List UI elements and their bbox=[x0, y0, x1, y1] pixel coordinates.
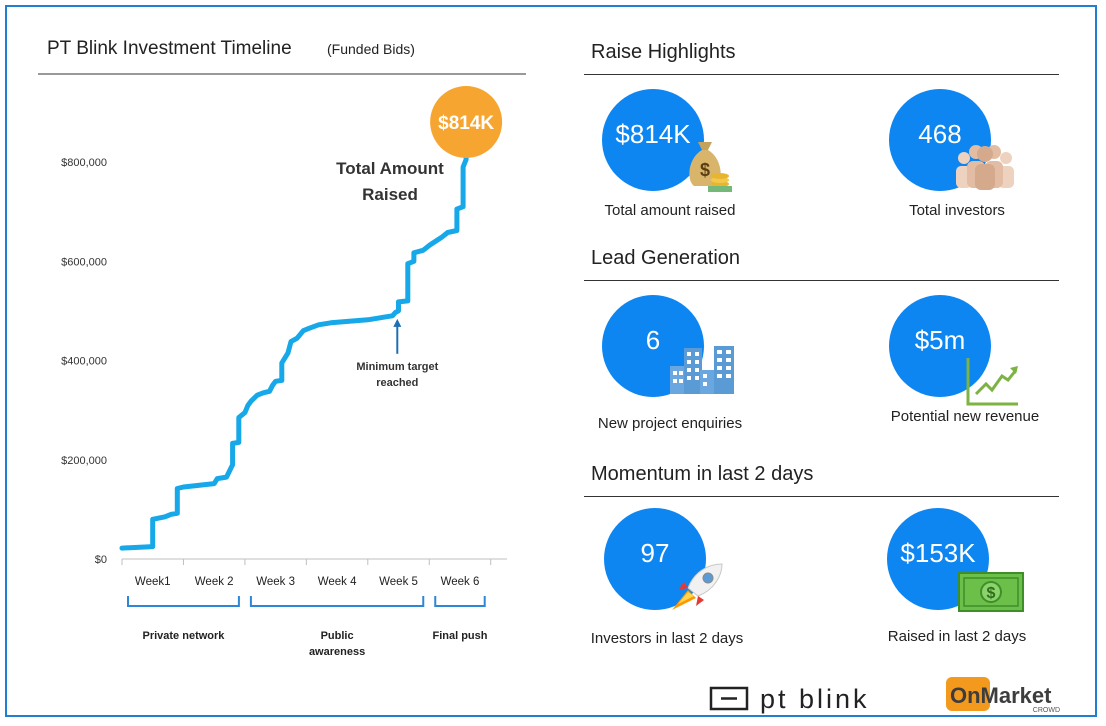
kpi-investors-2d-value: 97 bbox=[640, 538, 670, 568]
ptblink-logo-text: pt blink bbox=[760, 684, 870, 714]
people-group-icon bbox=[956, 145, 1014, 190]
dashboard-frame bbox=[5, 5, 1097, 717]
phase-bracket bbox=[434, 596, 486, 607]
kpi-total-raised-circle: $814K bbox=[602, 89, 704, 191]
kpi-total-investors-value: 468 bbox=[918, 119, 962, 149]
series-line bbox=[119, 152, 469, 551]
onmarket-logo-text: OnMarket bbox=[950, 683, 1052, 708]
annotation-arrow-head bbox=[393, 318, 402, 327]
chart-annotations: Total Amount Raised Minimum target reached bbox=[336, 159, 444, 389]
x-tick-label: Week1 bbox=[135, 576, 171, 588]
investment-timeline-chart: PT Blink Investment Timeline (Funded Bid… bbox=[38, 38, 526, 658]
series-total-raised: $814K bbox=[119, 86, 503, 551]
section-title-raise-highlights: Raise Highlights bbox=[591, 41, 736, 63]
x-tick-label: Week 5 bbox=[379, 576, 418, 588]
phase-bracket bbox=[127, 596, 240, 607]
growth-chart-icon bbox=[966, 358, 1018, 406]
kpi-enquiries-value: 6 bbox=[645, 325, 661, 355]
kpi-total-raised-label: Total amount raised bbox=[604, 202, 736, 219]
kpi-raised-2d-value: $153K bbox=[900, 538, 976, 568]
dollar-bill-icon: $ bbox=[958, 572, 1024, 612]
kpi-revenue-label: Potential new revenue bbox=[890, 408, 1040, 425]
phase-label: awareness bbox=[309, 646, 365, 658]
section-rule bbox=[584, 496, 1059, 497]
annotation-minimum-target: Minimum target bbox=[356, 361, 438, 373]
kpi-revenue-value: $5m bbox=[914, 325, 966, 355]
kpi-total-raised-value: $814K bbox=[615, 119, 691, 149]
buildings-icon bbox=[670, 346, 734, 394]
end-value-label: $814K bbox=[438, 113, 494, 134]
kpi-raised-2d-label: Raised in last 2 days bbox=[887, 628, 1027, 645]
section-rule bbox=[584, 74, 1059, 75]
y-axis: $0 $200,000 $400,000 $600,000 $800,000 bbox=[61, 157, 107, 566]
y-tick-label: $800,000 bbox=[61, 157, 107, 169]
annotation-total-raised: Total Amount bbox=[336, 159, 444, 178]
chart-subtitle: (Funded Bids) bbox=[327, 41, 415, 57]
y-tick-label: $600,000 bbox=[61, 256, 107, 268]
rocket-icon bbox=[672, 563, 723, 610]
x-tick-label: Week 6 bbox=[441, 576, 480, 588]
y-tick-label: $400,000 bbox=[61, 356, 107, 368]
money-bag-icon: $ bbox=[689, 142, 732, 192]
y-tick-label: $200,000 bbox=[61, 455, 107, 467]
phase-brackets: Private network Public awareness Final push bbox=[127, 596, 488, 658]
svg-text:$: $ bbox=[987, 585, 996, 602]
section-title-momentum: Momentum in last 2 days bbox=[591, 463, 814, 485]
section-title-lead-generation: Lead Generation bbox=[591, 247, 741, 269]
annotation-total-raised: Raised bbox=[362, 185, 418, 204]
ptblink-logo: pt blink bbox=[709, 684, 870, 714]
end-value-badge bbox=[430, 86, 503, 158]
kpi-revenue-circle: $5m bbox=[889, 295, 991, 397]
chart-title: PT Blink Investment Timeline bbox=[47, 38, 292, 59]
phase-label: Private network bbox=[142, 630, 225, 642]
section-rule bbox=[584, 280, 1059, 281]
annotation-minimum-target: reached bbox=[376, 377, 418, 389]
onmarket-logo: OnMarket CROWD bbox=[946, 677, 1072, 715]
x-axis: Week1 Week 2 Week 3 Week 4 Week 5 Week 6 bbox=[121, 558, 507, 588]
phase-label: Public bbox=[321, 630, 354, 642]
x-tick-label: Week 3 bbox=[256, 576, 295, 588]
x-tick-label: Week 2 bbox=[195, 576, 234, 588]
kpi-investors-2d-label: Investors in last 2 days bbox=[590, 630, 744, 647]
onmarket-logo-sub: CROWD bbox=[1033, 707, 1060, 714]
x-tick-label: Week 4 bbox=[318, 576, 357, 588]
y-tick-label: $0 bbox=[95, 554, 107, 566]
kpi-enquiries-label: New project enquiries bbox=[597, 415, 743, 432]
svg-text:$: $ bbox=[700, 160, 710, 180]
kpi-total-investors-label: Total investors bbox=[909, 202, 1005, 219]
phase-bracket bbox=[249, 596, 425, 607]
phase-label: Final push bbox=[432, 630, 487, 642]
